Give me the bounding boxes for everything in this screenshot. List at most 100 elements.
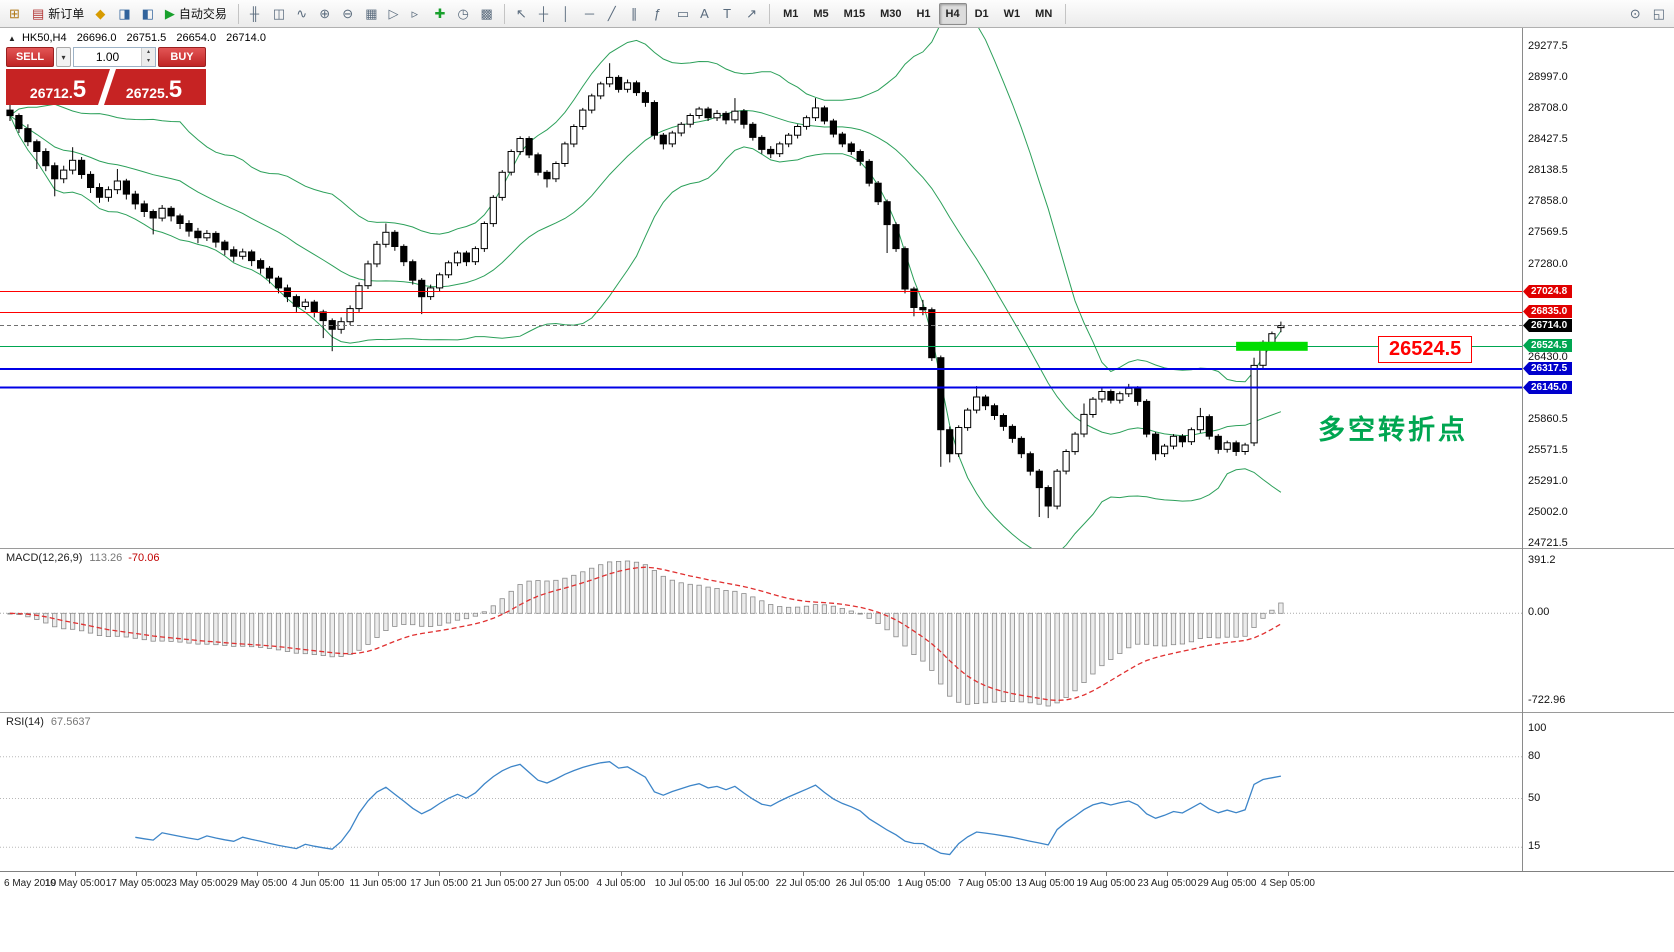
timeframe-m1[interactable]: M1 (776, 3, 805, 25)
volume-input[interactable] (74, 48, 141, 66)
price-scale-label: 25291.0 (1528, 475, 1568, 487)
timeframe-d1[interactable]: D1 (968, 3, 996, 25)
toolbar-auto-trading[interactable]: ▶ 自动交易 (160, 2, 232, 26)
toolbar-shapes[interactable]: ▭ (672, 2, 694, 26)
candlestick-series (6, 63, 1285, 519)
time-axis-tick (803, 872, 804, 876)
price-scale-label: 28138.5 (1528, 164, 1568, 176)
one-click-trading-panel: SELL ▾ ▴ ▾ BUY 26712.5 26725.5 (6, 47, 206, 105)
time-axis-tick (1045, 872, 1046, 876)
timeframe-m15[interactable]: M15 (837, 3, 872, 25)
timeframe-h1[interactable]: H1 (909, 3, 937, 25)
time-axis-tick (863, 872, 864, 876)
toolbar-chart-shift[interactable]: ▹ (407, 2, 429, 26)
toolbar-indicators[interactable]: ✚ (430, 2, 452, 26)
price-level-annotation[interactable]: 26524.5 (1378, 336, 1473, 363)
toolbar-new-order[interactable]: ▤ 新订单 (27, 2, 89, 26)
time-axis-tick (500, 872, 501, 876)
timeframe-h4[interactable]: H4 (938, 2, 967, 25)
order-type-dropdown[interactable]: ▾ (56, 47, 71, 67)
toolbar-zoom-in[interactable]: ⊕ (314, 2, 336, 26)
open-value: 26696.0 (76, 32, 117, 44)
toolbar-zoom-out[interactable]: ⊖ (337, 2, 359, 26)
time-axis-tick (196, 872, 197, 876)
price-scale[interactable]: 29277.5 28997.0 28708.0 28427.5 28138.5 27858… (1522, 28, 1674, 871)
toolbar-chart-candles[interactable]: ◫ (268, 2, 290, 26)
time-axis-tick (560, 872, 561, 876)
toolbar-group-objects: ↖ ┼ │ ─ ╱ ∥ ƒ ▭ A T ↗ (511, 2, 763, 26)
rsi-panel: RSI(14) 67.5637 (0, 712, 1674, 871)
buy-button[interactable]: BUY (158, 47, 206, 67)
equidistant-channel-icon: ∥ (630, 6, 638, 21)
macd-scale-label: 391.2 (1528, 554, 1556, 566)
toolbar-templates[interactable]: ▩ (476, 2, 498, 26)
toolbar-auto-scroll[interactable]: ▷ (384, 2, 406, 26)
symbol-period-label: HK50,H4 (21, 32, 67, 44)
macd-chart[interactable] (0, 549, 1522, 712)
chart-candles-icon: ◫ (272, 6, 286, 21)
sell-price-pip: 5 (72, 76, 87, 104)
timeframe-mn[interactable]: MN (1028, 3, 1059, 25)
buy-price-panel[interactable]: 26725. 5 (104, 69, 206, 105)
toolbar-periods[interactable]: ◷ (453, 2, 475, 26)
timeframe-w1[interactable]: W1 (997, 3, 1028, 25)
sell-price-main: 26712 (29, 84, 69, 101)
toolbar-text-label[interactable]: T (718, 2, 740, 26)
toolbar-fibonacci[interactable]: ƒ (649, 2, 671, 26)
price-scale-label: 25860.5 (1528, 413, 1568, 425)
quote-panel: 26712. 5 26725. 5 (6, 69, 206, 105)
arrows-icon: ↗ (746, 6, 758, 21)
time-axis-label: 13 Aug 05:00 (1015, 878, 1075, 889)
toolbar-horizontal-line[interactable]: ─ (580, 2, 602, 26)
time-axis-label: 17 May 05:00 (105, 878, 167, 889)
toolbar-tile-windows[interactable]: ▦ (360, 2, 382, 26)
price-tag-26524.5: 26524.5 (1523, 339, 1573, 352)
price-tag-26145.0: 26145.0 (1523, 381, 1573, 394)
time-axis-label: 29 Aug 05:00 (1197, 878, 1257, 889)
macd-panel: MACD(12,26,9) 113.26 -70.06 (0, 548, 1674, 712)
toolbar-new-chart[interactable]: ⊞ (4, 2, 26, 26)
rsi-scale-label: 15 (1528, 840, 1541, 852)
macd-scale-label: 0.00 (1528, 606, 1550, 618)
zoom-in-icon: ⊕ (319, 6, 331, 21)
periods-icon: ◷ (457, 6, 469, 21)
timeframe-m30[interactable]: M30 (873, 3, 908, 25)
time-axis-tick (136, 872, 137, 876)
time-axis-label: 22 Jul 05:00 (775, 878, 831, 889)
sell-price-panel[interactable]: 26712. 5 (6, 69, 110, 105)
toolbar-chart-bars[interactable]: ╫ (245, 2, 267, 26)
volume-up-button[interactable]: ▴ (142, 48, 155, 57)
toolbar-crosshair[interactable]: ┼ (534, 2, 556, 26)
toolbar-fullscreen[interactable]: ◱ (1648, 2, 1670, 26)
turning-point-note[interactable]: 多空转折点 (1318, 415, 1468, 445)
main-price-chart[interactable] (0, 28, 1522, 548)
toolbar-arrows[interactable]: ↗ (741, 2, 763, 26)
rsi-scale-label: 50 (1528, 792, 1541, 804)
toolbar-vertical-line[interactable]: │ (557, 2, 579, 26)
toolbar-cursor[interactable]: ↖ (511, 2, 533, 26)
toolbar-trendline[interactable]: ╱ (603, 2, 625, 26)
time-axis-label: 4 Jul 05:00 (596, 878, 646, 889)
time-axis-label: 10 May 05:00 (44, 878, 106, 889)
toolbar-search[interactable]: ⊙ (1625, 2, 1647, 26)
toolbar-market-watch[interactable]: ◨ (113, 2, 135, 26)
sell-button[interactable]: SELL (6, 47, 54, 67)
toolbar-metaeditor[interactable]: ◆ (90, 2, 112, 26)
volume-down-button[interactable]: ▾ (142, 57, 155, 66)
price-scale-label: 29277.5 (1528, 40, 1568, 52)
chart-line-icon: ∿ (296, 6, 308, 21)
trendline-icon: ╱ (607, 6, 616, 21)
toolbar-navigator[interactable]: ◧ (137, 2, 159, 26)
toolbar-equidistant-channel[interactable]: ∥ (626, 2, 648, 26)
toolbar-group-chart-type: ╫ ◫ ∿ ⊕ ⊖ ▦ ▷ ▹ ✚ ◷ ▩ (245, 2, 498, 26)
toolbar-chart-line[interactable]: ∿ (291, 2, 313, 26)
price-scale-label: 28427.5 (1528, 133, 1568, 145)
timeframe-m5[interactable]: M5 (806, 3, 835, 25)
time-axis-label: 26 Jul 05:00 (835, 878, 891, 889)
rsi-chart[interactable] (0, 713, 1522, 871)
highlight-zone[interactable] (1236, 341, 1308, 351)
time-axis[interactable]: 6 May 2019 10 May 05:00 17 May 05:00 23 May… (0, 871, 1674, 952)
toolbar-group-extra: ⊙ ◱ (1625, 2, 1670, 26)
toolbar-text[interactable]: A (695, 2, 717, 26)
chart-shift-icon: ▹ (411, 6, 419, 21)
